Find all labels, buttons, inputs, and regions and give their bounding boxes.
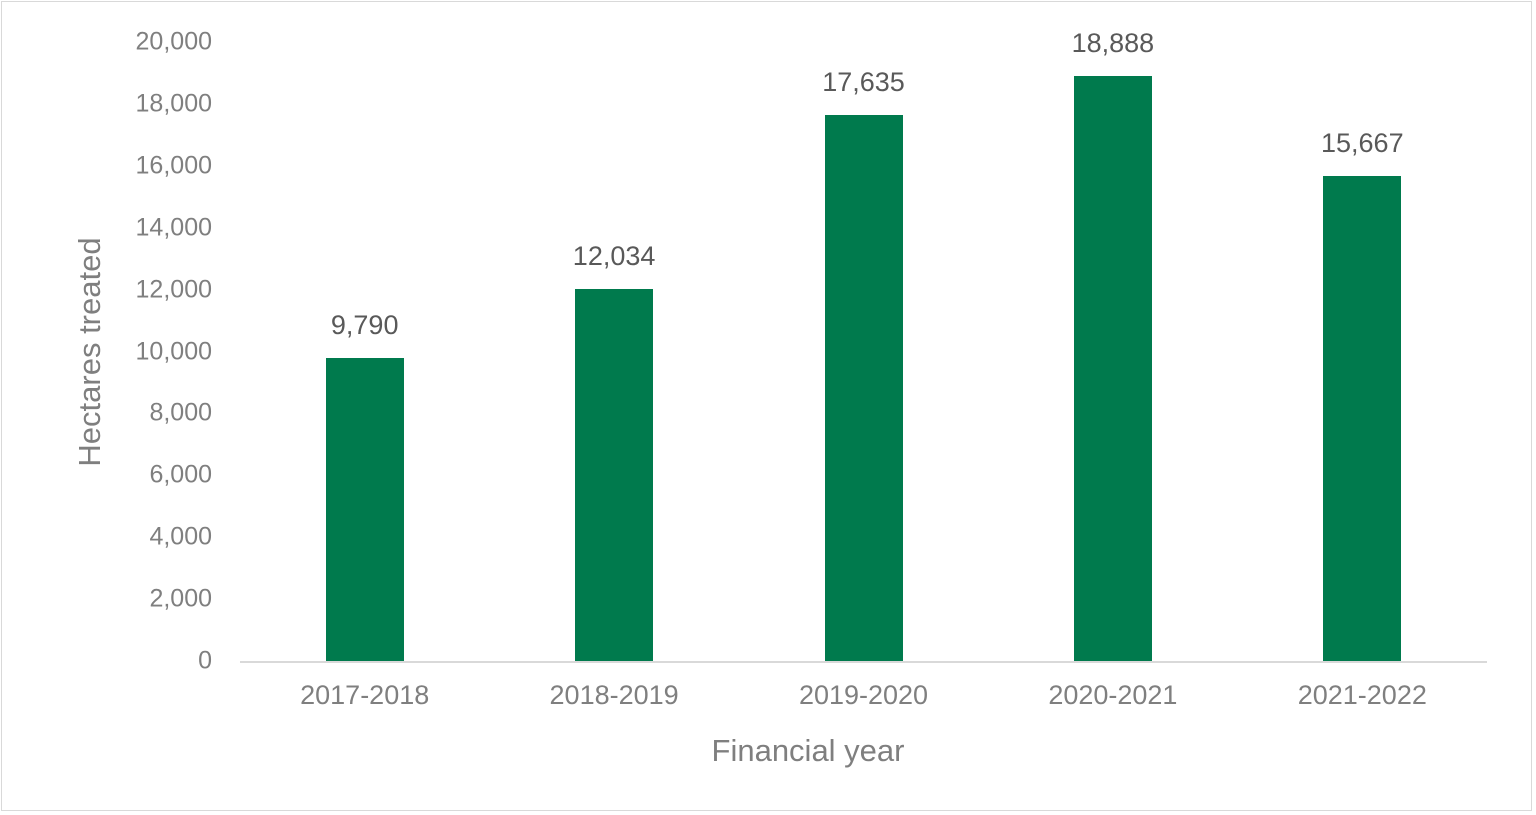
x-axis-line: [240, 661, 1487, 663]
data-label: 17,635: [822, 67, 905, 98]
y-axis-label: Hectares treated: [72, 237, 107, 467]
bar: [575, 288, 654, 661]
y-tick-label: 12,000: [135, 275, 212, 304]
y-tick-label: 16,000: [135, 151, 212, 180]
data-label: 12,034: [572, 240, 656, 271]
bar: [824, 115, 903, 661]
data-label: 15,667: [1321, 128, 1404, 159]
x-axis-label: Financial year: [711, 733, 905, 768]
data-label: 9,790: [330, 309, 399, 340]
x-tick-label: 2021-2022: [1297, 680, 1427, 710]
y-tick-label: 4,000: [149, 522, 212, 551]
y-tick-label: 18,000: [135, 89, 212, 118]
y-tick-label: 10,000: [135, 337, 212, 365]
y-tick-label: 20,000: [135, 27, 212, 56]
y-tick-label: 6,000: [149, 460, 212, 489]
x-tick-label: 2018-2019: [549, 680, 679, 710]
y-tick-label: 0: [198, 646, 212, 675]
data-label: 18,888: [1071, 28, 1155, 59]
x-tick-label: 2019-2020: [798, 680, 929, 710]
y-tick-label: 14,000: [135, 213, 212, 242]
y-tick-label: 8,000: [149, 398, 212, 427]
x-tick-label: 2020-2021: [1048, 680, 1178, 710]
y-tick-label: 2,000: [149, 584, 212, 613]
bar: [1323, 176, 1402, 661]
bar: [325, 357, 404, 661]
x-tick-label: 2017-2018: [300, 680, 430, 710]
bar: [1073, 76, 1152, 661]
